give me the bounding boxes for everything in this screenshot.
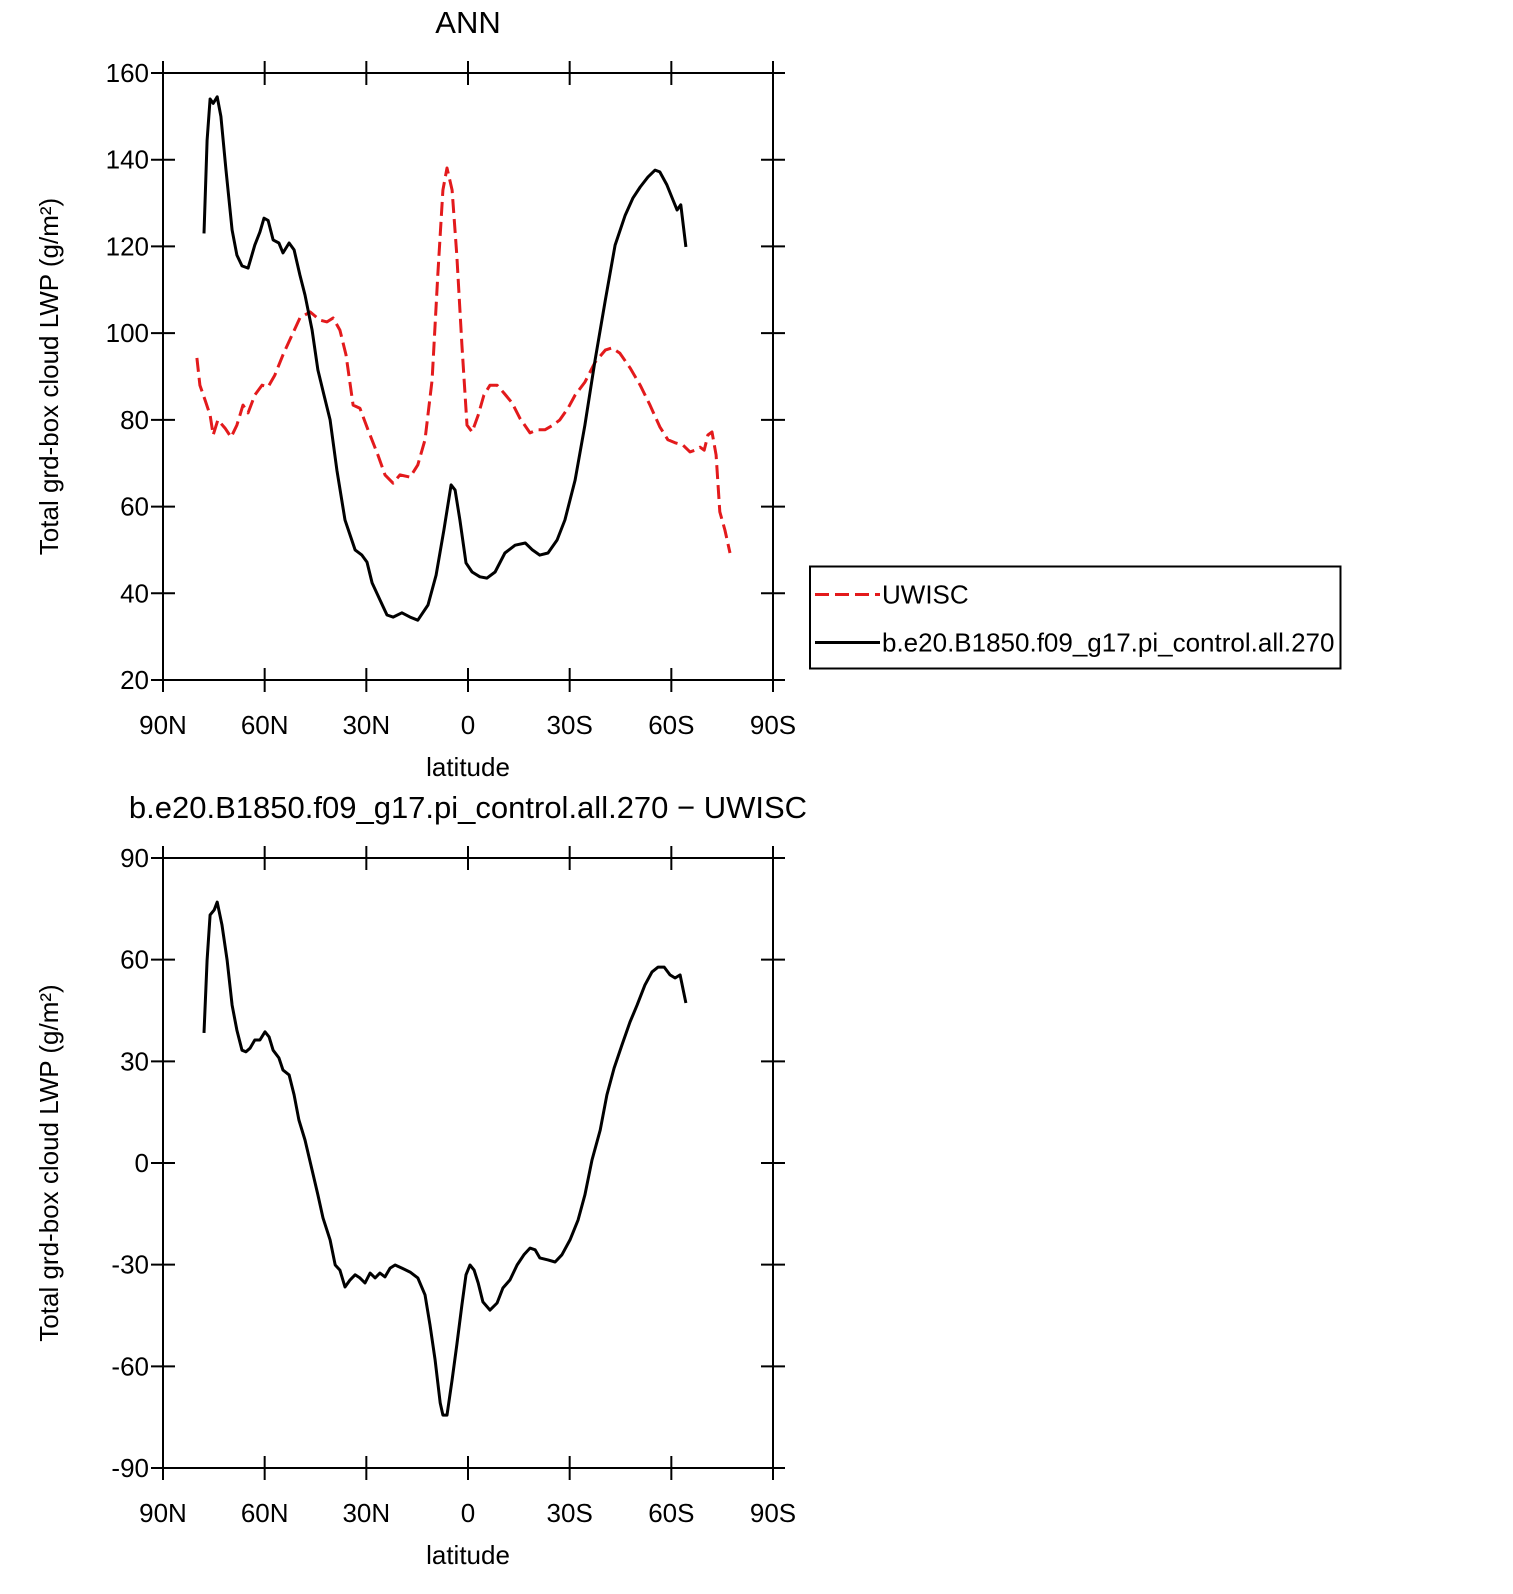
y-tick-label: 40 xyxy=(120,578,149,608)
y-tick-label: -60 xyxy=(111,1351,149,1381)
series-line xyxy=(195,166,732,554)
plot-frame xyxy=(162,857,774,1469)
x-tick-label: 90N xyxy=(139,1498,187,1528)
x-tick-label: 60S xyxy=(648,710,694,740)
y-tick-label: 100 xyxy=(106,318,149,348)
x-axis-label: latitude xyxy=(426,1540,510,1570)
plot-frame xyxy=(162,72,774,681)
series-line xyxy=(202,95,688,622)
x-tick-label: 30S xyxy=(547,710,593,740)
x-tick-label: 0 xyxy=(461,710,475,740)
y-tick-label: -30 xyxy=(111,1250,149,1280)
x-tick-label: 90S xyxy=(750,1498,796,1528)
legend-label: UWISC xyxy=(882,580,969,610)
y-tick-label: 140 xyxy=(106,145,149,175)
x-tick-label: 0 xyxy=(461,1498,475,1528)
legend-box xyxy=(809,565,1342,670)
x-tick-label: 60S xyxy=(648,1498,694,1528)
x-tick-label: 30N xyxy=(342,710,390,740)
y-tick-label: 20 xyxy=(120,665,149,695)
x-tick-label: 90S xyxy=(750,710,796,740)
chart-title: b.e20.B1850.f09_g17.pi_control.all.270 −… xyxy=(129,790,807,825)
y-tick-label: 80 xyxy=(120,405,149,435)
x-tick-label: 60N xyxy=(241,710,289,740)
x-tick-label: 90N xyxy=(139,710,187,740)
x-axis-label: latitude xyxy=(426,752,510,782)
y-tick-label: 90 xyxy=(120,843,149,873)
y-axis-label: Total grd-box cloud LWP (g/m²) xyxy=(34,198,64,555)
legend-label: b.e20.B1850.f09_g17.pi_control.all.270 xyxy=(882,628,1334,658)
x-tick-label: 30S xyxy=(547,1498,593,1528)
y-tick-label: 0 xyxy=(135,1148,149,1178)
y-tick-label: 160 xyxy=(106,58,149,88)
y-tick-label: 120 xyxy=(106,231,149,261)
series-line xyxy=(202,900,688,1417)
y-axis-label: Total grd-box cloud LWP (g/m²) xyxy=(34,984,64,1341)
x-tick-label: 30N xyxy=(342,1498,390,1528)
legend: UWISC b.e20.B1850.f09_g17.pi_control.all.… xyxy=(809,565,1342,670)
chart-title: ANN xyxy=(435,5,500,40)
y-tick-label: -90 xyxy=(111,1453,149,1483)
y-tick-label: 60 xyxy=(120,492,149,522)
y-tick-label: 30 xyxy=(120,1046,149,1076)
y-tick-label: 60 xyxy=(120,945,149,975)
x-tick-label: 60N xyxy=(241,1498,289,1528)
